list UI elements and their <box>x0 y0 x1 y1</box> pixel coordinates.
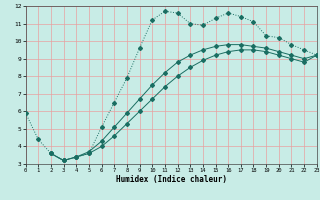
X-axis label: Humidex (Indice chaleur): Humidex (Indice chaleur) <box>116 175 227 184</box>
